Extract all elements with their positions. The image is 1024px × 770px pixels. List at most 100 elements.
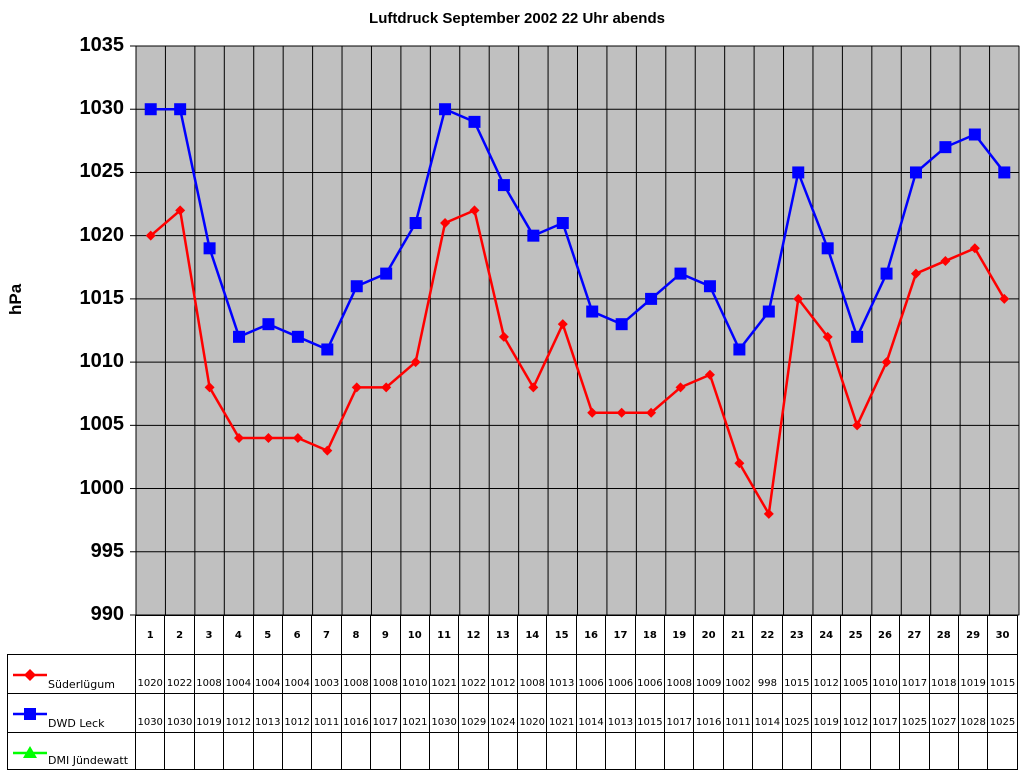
- table-value-cell: 1008: [370, 654, 401, 694]
- y-tick-label: 1015: [79, 286, 125, 309]
- table-value-cell: 1030: [164, 693, 195, 733]
- table-value-cell: 1019: [193, 693, 225, 733]
- day-header: 18: [634, 615, 666, 655]
- table-value-cell: [458, 732, 489, 770]
- legend-label: DMI Jündewatt: [48, 754, 129, 767]
- day-header: 27: [899, 615, 930, 655]
- table-value-cell: 1006: [605, 654, 636, 694]
- diamond-marker-icon: [13, 669, 47, 681]
- table-value-cell: [781, 732, 812, 770]
- table-value-cell: [428, 732, 460, 770]
- table-value-cell: 1012: [223, 693, 254, 733]
- table-value-cell: 1019: [957, 654, 989, 694]
- table-value-cell: [517, 732, 548, 770]
- day-header: 21: [722, 615, 754, 655]
- table-value-cell: 1022: [164, 654, 195, 694]
- day-header: 22: [752, 615, 783, 655]
- table-value-cell: [370, 732, 401, 770]
- table-value-cell: 1010: [399, 654, 430, 694]
- day-header: 23: [781, 615, 812, 655]
- day-header: 17: [605, 615, 636, 655]
- table-value-cell: 1017: [899, 654, 930, 694]
- table-value-cell: [340, 732, 372, 770]
- day-header: 3: [193, 615, 225, 655]
- day-header: 5: [252, 615, 283, 655]
- table-value-cell: [899, 732, 930, 770]
- table-value-cell: [928, 732, 959, 770]
- table-value-cell: 1011: [722, 693, 754, 733]
- triangle-marker-icon: [13, 746, 47, 758]
- table-value-cell: 1013: [252, 693, 283, 733]
- table-value-cell: [664, 732, 695, 770]
- table-value-cell: [634, 732, 666, 770]
- day-header: 29: [957, 615, 989, 655]
- table-value-cell: 1030: [428, 693, 460, 733]
- y-tick-label: 1000: [79, 476, 125, 499]
- day-header: 19: [664, 615, 695, 655]
- table-value-cell: 1028: [957, 693, 989, 733]
- y-tick-label: 995: [90, 539, 124, 562]
- table-value-cell: [164, 732, 195, 770]
- y-tick-label: 1030: [79, 97, 125, 120]
- table-value-cell: 1021: [546, 693, 577, 733]
- table-value-cell: 1009: [693, 654, 724, 694]
- chart-title: Luftdruck September 2002 22 Uhr abends: [369, 10, 665, 27]
- day-header: 7: [311, 615, 342, 655]
- y-tick-label: 1025: [79, 160, 125, 183]
- table-value-cell: 1030: [134, 693, 166, 733]
- y-tick-label: 1020: [79, 223, 125, 246]
- table-value-cell: 998: [752, 654, 783, 694]
- table-value-cell: [281, 732, 313, 770]
- day-header: 26: [869, 615, 901, 655]
- table-value-cell: [840, 732, 871, 770]
- table-value-cell: [546, 732, 577, 770]
- day-header: 2: [164, 615, 195, 655]
- table-value-cell: 1022: [458, 654, 489, 694]
- table-value-cell: 1020: [517, 693, 548, 733]
- y-tick-label: 1005: [79, 413, 125, 436]
- table-value-cell: 1013: [605, 693, 636, 733]
- legend-label: DWD Leck: [48, 717, 105, 730]
- table-value-cell: 1003: [311, 654, 342, 694]
- table-value-cell: 1008: [193, 654, 225, 694]
- legend-entry: Süderlügum: [7, 654, 136, 694]
- legend-entry: DWD Leck: [7, 693, 136, 733]
- table-value-cell: [575, 732, 607, 770]
- table-value-cell: 1002: [722, 654, 754, 694]
- series-dwd-leck: [144, 103, 1011, 356]
- table-value-cell: [193, 732, 225, 770]
- table-value-cell: [134, 732, 166, 770]
- day-header: 12: [458, 615, 489, 655]
- day-header: 1: [134, 615, 166, 655]
- table-value-cell: 1011: [311, 693, 342, 733]
- table-value-cell: 1025: [899, 693, 930, 733]
- square-marker-icon: [13, 708, 47, 720]
- table-value-cell: 1025: [987, 693, 1018, 733]
- table-value-cell: 1008: [340, 654, 372, 694]
- day-header: 11: [428, 615, 460, 655]
- table-value-cell: 1016: [693, 693, 724, 733]
- table-value-cell: 1005: [840, 654, 871, 694]
- y-tick-label: 1010: [79, 350, 125, 373]
- day-header: 4: [223, 615, 254, 655]
- table-value-cell: [605, 732, 636, 770]
- table-value-cell: 1004: [223, 654, 254, 694]
- table-value-cell: 1006: [575, 654, 607, 694]
- table-value-cell: [752, 732, 783, 770]
- day-header: 28: [928, 615, 959, 655]
- table-value-cell: 1018: [928, 654, 959, 694]
- table-value-cell: 1013: [546, 654, 577, 694]
- table-value-cell: 1021: [399, 693, 430, 733]
- table-value-cell: 1017: [664, 693, 695, 733]
- table-value-cell: 1019: [810, 693, 842, 733]
- data-table: 1 2 3 4 5 6 7 8 9 10 11 12 13 14 15 16 17 18 19 20 21 22 23 24 2…: [7, 615, 1018, 770]
- table-value-cell: 1008: [517, 654, 548, 694]
- table-value-cell: [311, 732, 342, 770]
- legend-entry: DMI Jündewatt: [7, 732, 136, 770]
- table-value-cell: 1014: [752, 693, 783, 733]
- table-value-cell: 1015: [987, 654, 1018, 694]
- table-value-cell: 1017: [869, 693, 901, 733]
- table-value-cell: 1021: [428, 654, 460, 694]
- day-header: 25: [840, 615, 871, 655]
- table-value-cell: [957, 732, 989, 770]
